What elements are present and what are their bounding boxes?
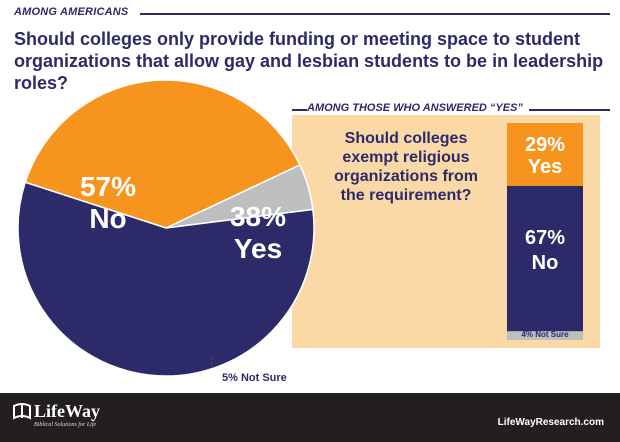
footer-bar: LifeWay Biblical Solutions for Life Life… [0,393,620,442]
pie-yes-label: Yes [234,233,282,264]
bar-yes-pct: 29% [525,134,565,156]
bar-no-pct: 67% [525,227,565,249]
pie-no-pct: 57% [80,171,136,202]
bar-notsure-label: 4% Not Sure [521,330,569,339]
main-question: Should colleges only provide funding or … [14,29,604,93]
bar-segment-no [507,185,583,332]
bar-no-label: No [532,252,559,274]
stacked-bar: 29% Yes 67% No 4% Not Sure [507,123,583,340]
pie-slice-no [17,181,315,377]
header-label: AMONG AMERICANS [14,6,129,18]
footer-url[interactable]: LifeWayResearch.com [497,417,604,428]
bar-segment-notsure [507,331,583,340]
logo-text: LifeWay [34,401,100,421]
pie-no-label: No [89,203,126,234]
subpanel-question: Should colleges exempt religious organiz… [333,130,478,204]
subpanel-label: AMONG THOSE WHO ANSWERED “YES” [307,102,529,114]
pie-notsure-label: 5% Not Sure [222,372,287,384]
pie-slice-yes [24,79,301,229]
pie-yes-pct: 38% [230,201,286,232]
logo-tagline: Biblical Solutions for Life [34,422,97,428]
bar-segment-yes [507,123,583,186]
header-rule [140,13,610,15]
bar-yes-label: Yes [528,156,562,178]
lifeway-logo-icon [13,403,31,420]
